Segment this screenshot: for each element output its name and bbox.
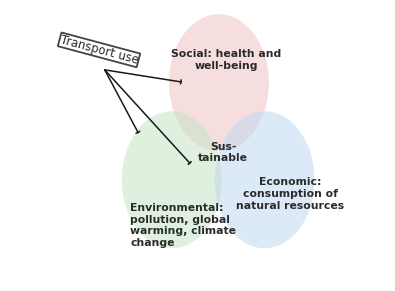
Ellipse shape [214, 111, 314, 248]
Text: Economic:
consumption of
natural resources: Economic: consumption of natural resourc… [236, 178, 344, 211]
Text: Sus-
tainable: Sus- tainable [198, 142, 248, 164]
Ellipse shape [122, 111, 222, 248]
Ellipse shape [169, 14, 269, 151]
Text: Environmental:
pollution, global
warming, climate
change: Environmental: pollution, global warming… [130, 203, 237, 248]
Text: Social: health and
well-being: Social: health and well-being [171, 49, 281, 71]
Text: Transport use: Transport use [58, 33, 139, 67]
